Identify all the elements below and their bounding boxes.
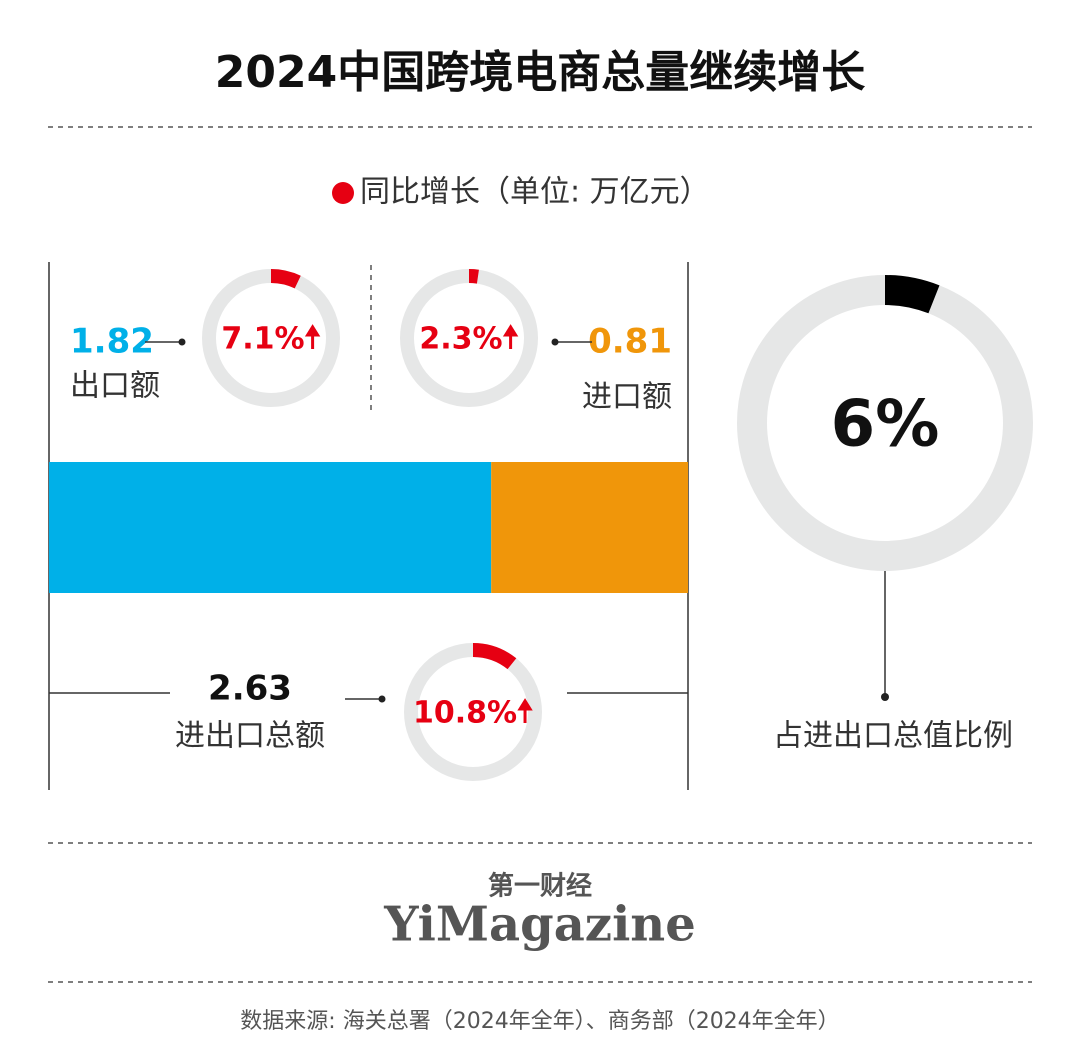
connector-dot xyxy=(378,695,386,703)
title: 2024中国跨境电商总量继续增长 xyxy=(215,47,865,98)
donut-arc xyxy=(472,643,517,670)
growth-label: 2.3% xyxy=(419,322,502,357)
source: 数据来源: 海关总署（2024年全年）、商务部（2024年全年） xyxy=(240,1009,839,1034)
connector-dot xyxy=(551,338,559,346)
donut-arc xyxy=(884,275,940,314)
legend-dot xyxy=(332,182,354,204)
brand-english: YiMagazine xyxy=(383,897,695,953)
export-bar xyxy=(49,462,492,593)
legend: 同比增长（单位: 万亿元） xyxy=(360,175,710,210)
up-arrow xyxy=(304,324,321,349)
up-arrow xyxy=(502,324,519,349)
import-label: 进口额 xyxy=(582,380,672,415)
import-bar xyxy=(491,462,688,593)
import-value: 0.81 xyxy=(588,322,672,362)
connector-dot xyxy=(178,338,186,346)
share-label: 6% xyxy=(831,388,940,462)
total-value: 2.63 xyxy=(208,669,292,709)
growth-label: 10.8% xyxy=(413,696,517,731)
donut-arc xyxy=(270,269,301,289)
connector-dot xyxy=(881,693,889,701)
share-caption: 占进出口总值比例 xyxy=(773,719,1013,754)
total-label: 进出口总额 xyxy=(175,719,325,754)
donut-arc xyxy=(468,269,479,284)
export-label: 出口额 xyxy=(70,369,160,404)
up-arrow xyxy=(517,698,533,723)
growth-label: 7.1% xyxy=(221,322,304,357)
brand-chinese: 第一财经 xyxy=(488,871,592,902)
export-value: 1.82 xyxy=(70,322,154,362)
